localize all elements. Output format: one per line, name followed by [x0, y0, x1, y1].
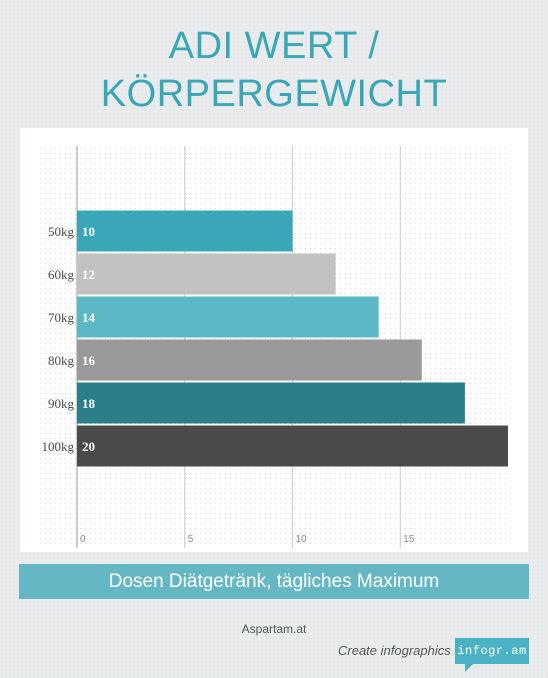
bar	[77, 253, 336, 295]
y-category-label: 50kg	[48, 224, 75, 239]
bar-value-label: 10	[82, 224, 95, 239]
y-category-label: 60kg	[48, 267, 75, 282]
bar	[77, 296, 379, 338]
bar	[77, 339, 422, 381]
y-category-label: 80kg	[48, 353, 75, 368]
title-line-2: KÖRPERGEWICHT	[100, 73, 448, 115]
bar-value-label: 12	[82, 267, 95, 282]
x-tick-label: 5	[188, 534, 194, 545]
source-label: Aspartam.at	[241, 622, 307, 636]
chart-caption: Dosen Diätgetränk, tägliches Maximum	[19, 564, 529, 599]
title-line-1: ADI WERT /	[168, 25, 380, 67]
y-category-label: 100kg	[42, 439, 75, 454]
infogram-badge[interactable]: infogr.am	[455, 638, 529, 672]
bar	[77, 382, 465, 424]
bar-value-label: 14	[82, 310, 96, 325]
bar-value-label: 18	[82, 396, 96, 411]
bar-value-label: 20	[82, 439, 95, 454]
bar	[77, 425, 508, 467]
create-infographics-link[interactable]: Create infographics	[338, 643, 451, 658]
bar-value-label: 16	[82, 353, 96, 368]
bar	[77, 210, 293, 252]
chart-title: ADI WERT / KÖRPERGEWICHT	[0, 22, 548, 118]
y-category-label: 70kg	[48, 310, 75, 325]
x-tick-label: 0	[80, 534, 86, 545]
x-tick-label: 10	[296, 534, 308, 545]
chart-panel: 0 5 10 15 50kg 10 60kg 12 70kg 14 80kg 16 90kg 18 100k…	[20, 128, 528, 552]
bar-chart: 0 5 10 15 50kg 10 60kg 12 70kg 14 80kg 16 90kg 18 100k…	[40, 146, 508, 548]
y-category-label: 90kg	[48, 396, 75, 411]
x-tick-label: 15	[403, 534, 415, 545]
